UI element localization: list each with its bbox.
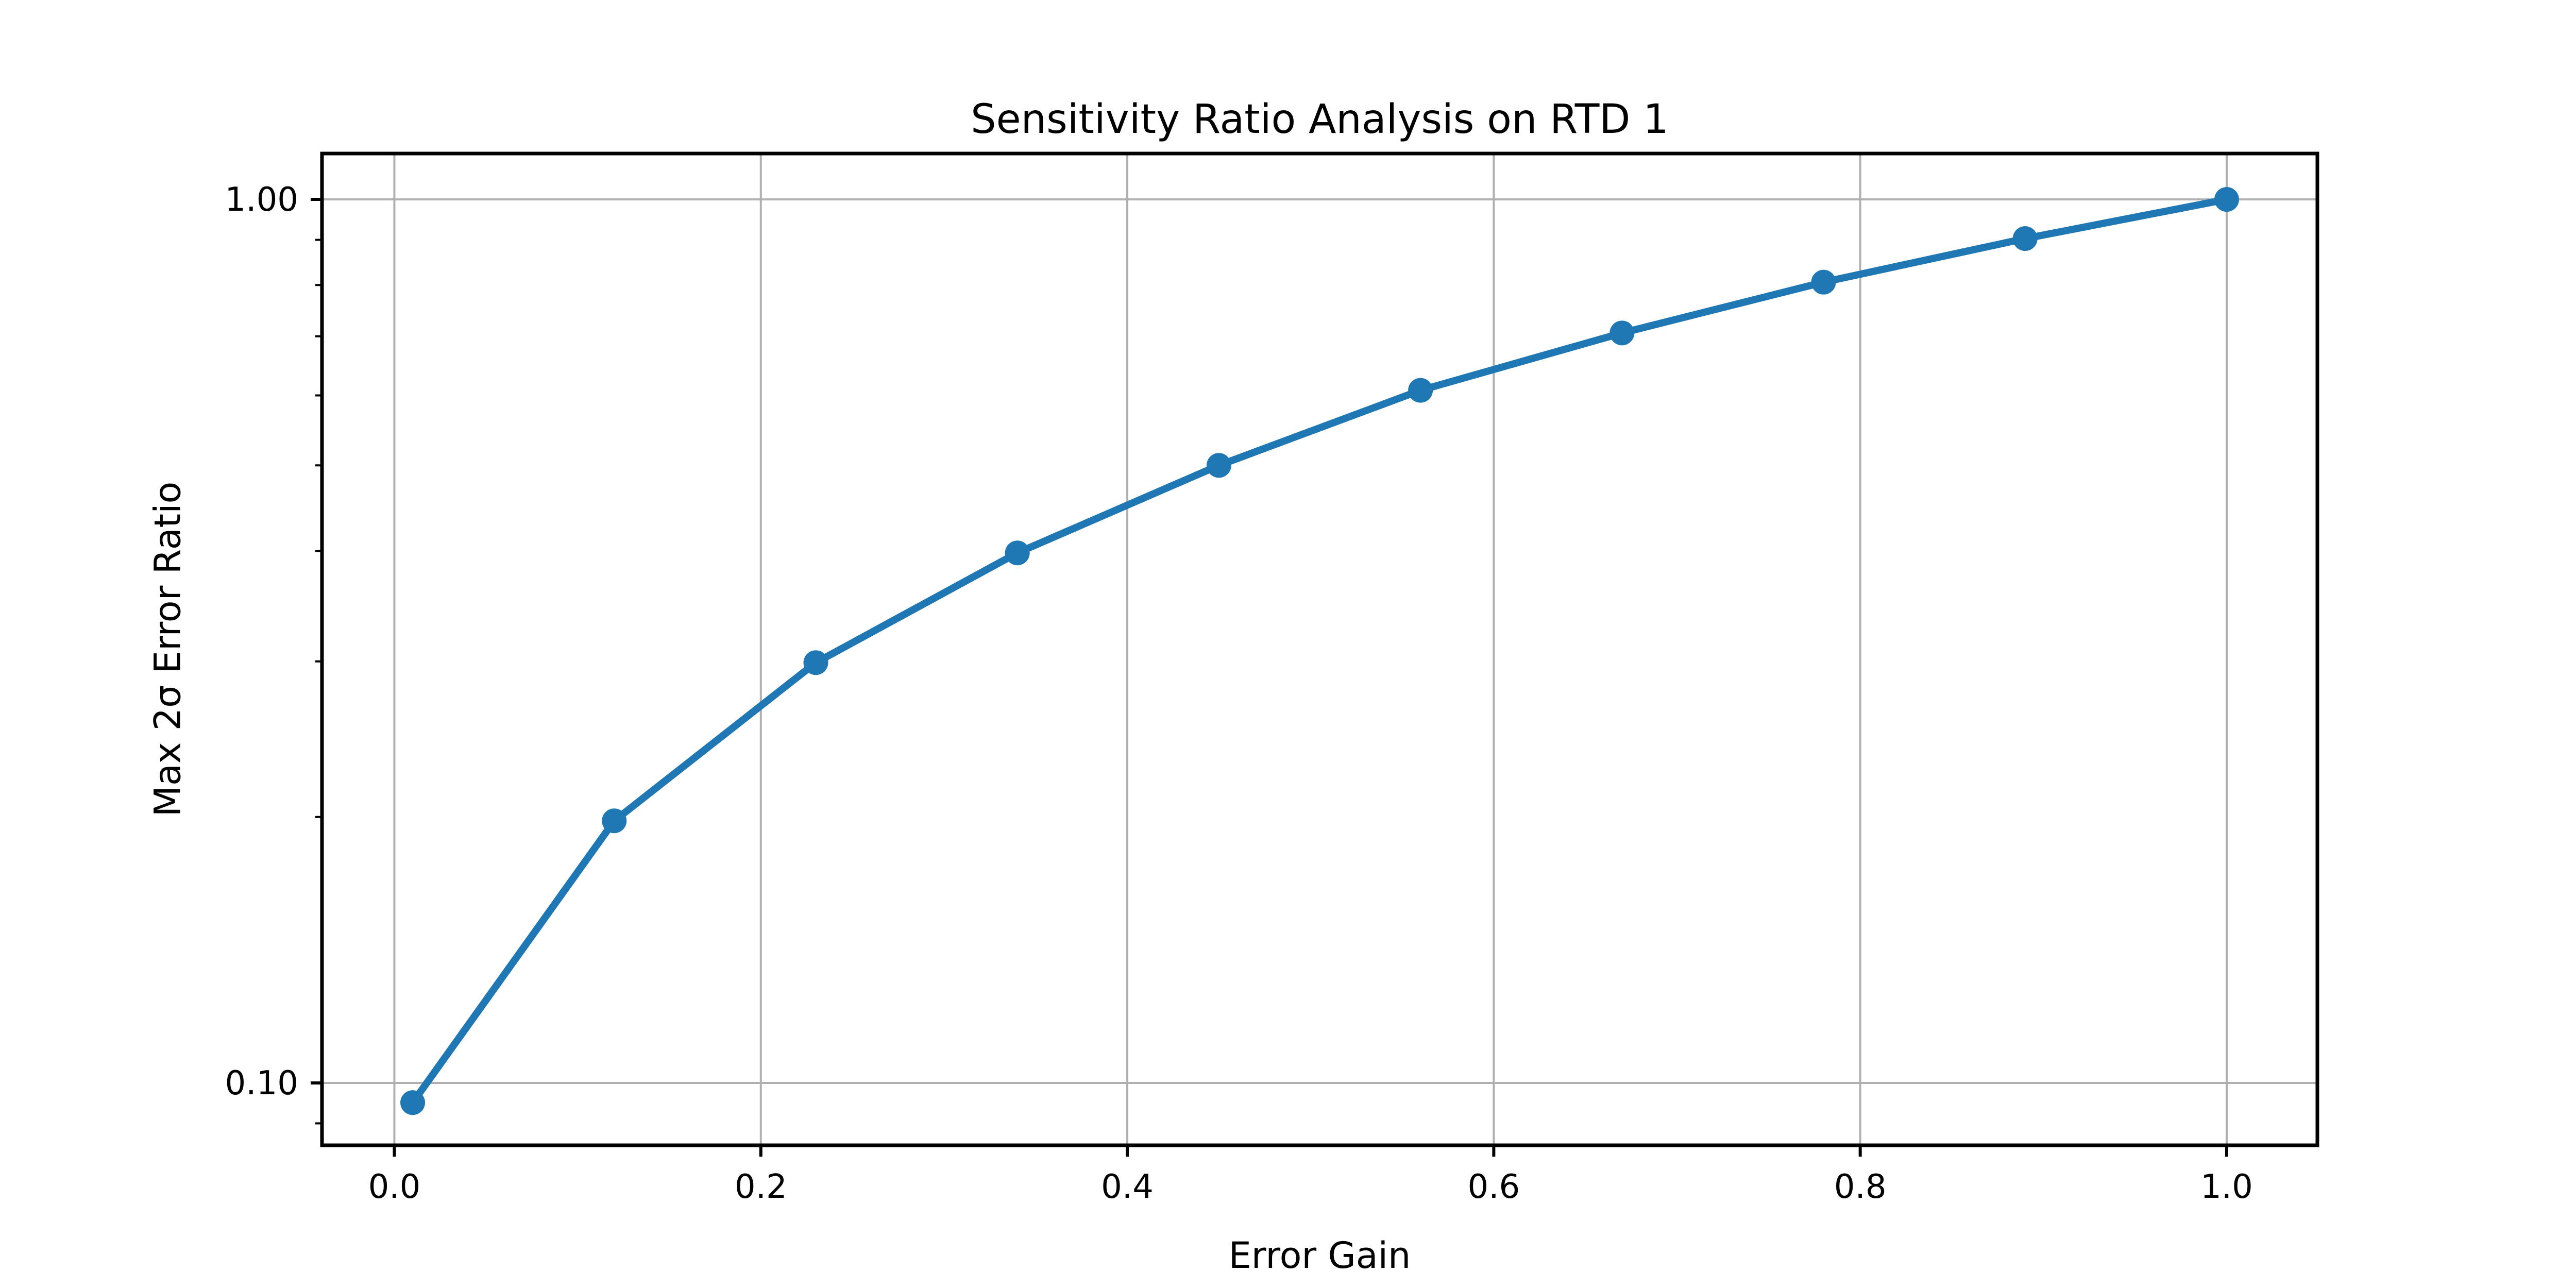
x-tick-label: 0.2 [735, 1168, 787, 1206]
data-point [803, 650, 828, 675]
data-point [2012, 226, 2038, 251]
x-tick-label: 0.8 [1834, 1168, 1887, 1206]
y-tick-label: 1.00 [225, 181, 299, 219]
data-point [1005, 540, 1030, 566]
data-point [400, 1090, 426, 1115]
y-axis-label: Max 2σ Error Ratio [146, 481, 189, 817]
plot-border [320, 151, 2319, 1147]
data-point [2214, 187, 2239, 212]
data-point [1408, 378, 1433, 403]
data-point [1206, 453, 1231, 478]
y-tick-label: 0.10 [225, 1064, 299, 1103]
chart-title: Sensitivity Ratio Analysis on RTD 1 [971, 96, 1669, 143]
data-point [1811, 269, 1836, 295]
data-point [1609, 320, 1635, 346]
data-point [602, 808, 627, 834]
x-tick-label: 0.0 [368, 1168, 421, 1206]
data-line [409, 196, 2230, 1107]
x-tick-label: 0.4 [1101, 1168, 1154, 1206]
x-tick-label: 1.0 [2200, 1168, 2253, 1206]
x-tick-label: 0.6 [1467, 1168, 1520, 1206]
x-axis-label: Error Gain [1228, 1234, 1411, 1277]
